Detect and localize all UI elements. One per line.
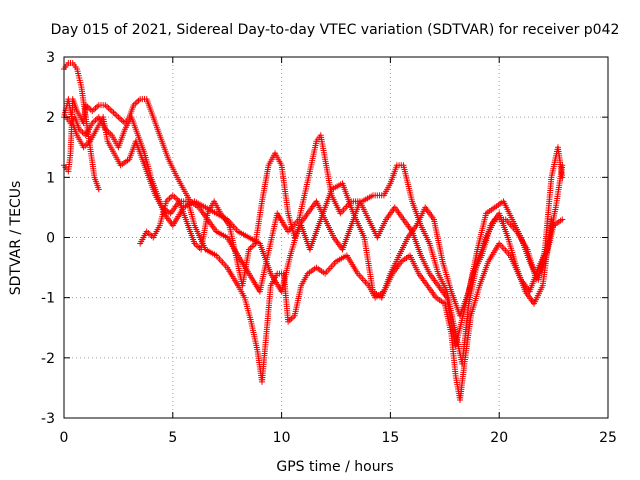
x-tick-label: 20 bbox=[490, 430, 508, 446]
x-tick-label: 10 bbox=[273, 430, 291, 446]
y-tick-label: -2 bbox=[41, 351, 55, 367]
chart-title: Day 015 of 2021, Sidereal Day-to-day VTE… bbox=[51, 22, 620, 38]
y-tick-label: 1 bbox=[46, 170, 55, 186]
x-tick-label: 25 bbox=[599, 430, 617, 446]
x-axis-label: GPS time / hours bbox=[276, 459, 393, 475]
y-tick-label: -1 bbox=[41, 291, 55, 307]
y-axis-label: SDTVAR / TECUs bbox=[8, 181, 24, 296]
data-point bbox=[95, 186, 102, 193]
axis-ticks bbox=[63, 56, 609, 419]
y-tick-label: 2 bbox=[46, 110, 55, 126]
series-trace-c bbox=[61, 60, 566, 319]
y-tick-label: -3 bbox=[41, 411, 55, 427]
data-point bbox=[548, 216, 555, 223]
series-trace-d bbox=[63, 114, 555, 349]
y-tick-label: 0 bbox=[46, 231, 55, 247]
x-tick-labels: 0 5 10 15 20 25 bbox=[60, 430, 617, 446]
data-point bbox=[559, 216, 566, 223]
data-marks bbox=[61, 60, 566, 403]
data-point bbox=[559, 174, 566, 181]
x-tick-label: 5 bbox=[168, 430, 177, 446]
x-tick-label: 15 bbox=[381, 430, 399, 446]
x-tick-label: 0 bbox=[60, 430, 69, 446]
series-trace-b bbox=[61, 96, 566, 403]
y-tick-label: 3 bbox=[46, 50, 55, 66]
y-tick-labels: -3 -2 -1 0 1 2 3 bbox=[41, 50, 55, 427]
